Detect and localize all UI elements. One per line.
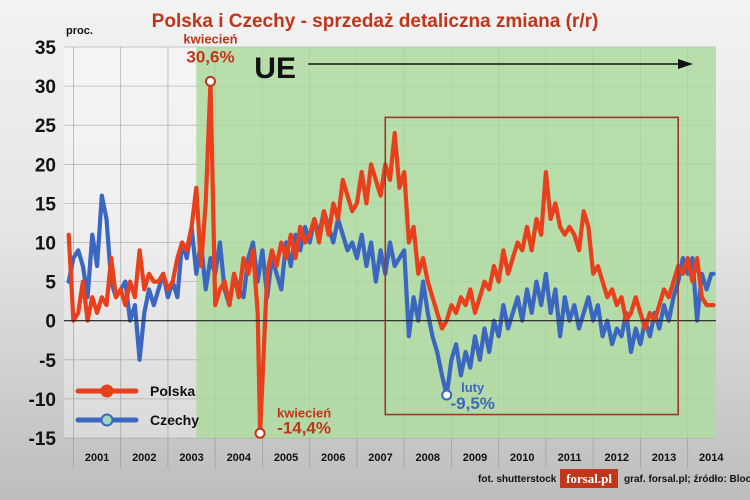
series-line-polska (66, 79, 716, 436)
legend-label: Czechy (150, 412, 199, 428)
legend-swatch-marker (100, 384, 114, 398)
x-tick-label: 2006 (321, 452, 345, 464)
y-tick-label: 5 (45, 273, 56, 294)
highlight-box (384, 116, 680, 416)
x-tick-label: 2004 (227, 452, 252, 464)
x-tick-label: 2014 (699, 452, 724, 464)
legend-label: Polska (150, 383, 195, 399)
source-credit: graf. forsal.pl; źródło: Bloomberg (624, 474, 750, 485)
y-tick-label: -15 (29, 429, 57, 450)
y-tick-label: -5 (39, 351, 56, 372)
y-tick-label: 25 (35, 116, 57, 137)
y-axis-unit-label: proc. (66, 25, 93, 37)
annotation-marker (254, 427, 266, 439)
annotation-marker (441, 389, 453, 401)
chart-title: Polska i Czechy - sprzedaż detaliczna zm… (152, 11, 599, 32)
x-tick-label: 2002 (132, 452, 156, 464)
x-tick-label: 2001 (85, 452, 109, 464)
x-tick-label: 2008 (416, 452, 440, 464)
y-tick-label: 15 (35, 194, 57, 215)
annotation-value: -14,4% (277, 418, 331, 437)
eu-membership-zone (196, 47, 716, 438)
photo-credit: fot. shutterstock (478, 474, 557, 485)
annotation-value: -9,5% (450, 394, 494, 413)
series-line-czechy (66, 193, 716, 398)
annotation-month: kwiecień (277, 405, 331, 420)
annotation-month: kwiecień (183, 31, 237, 46)
annotation-month: luty (461, 380, 485, 395)
x-tick-label: 2009 (463, 452, 487, 464)
x-tick-label: 2003 (179, 452, 203, 464)
y-tick-label: 20 (35, 155, 56, 176)
legend-swatch-marker (100, 413, 114, 427)
y-tick-label: 30 (35, 77, 56, 98)
annotation-value: 30,6% (186, 47, 234, 66)
y-tick-label: 0 (45, 312, 56, 333)
annotation-marker (204, 75, 216, 87)
y-tick-label: -10 (29, 390, 56, 411)
y-tick-label: 35 (35, 38, 57, 59)
x-tick-label: 2011 (558, 452, 582, 464)
x-tick-label: 2013 (652, 452, 676, 464)
y-tick-label: 10 (35, 234, 56, 255)
x-tick-label: 2010 (510, 452, 534, 464)
forsal-logo: forsal.pl (566, 471, 612, 486)
eu-arrow-head (678, 59, 693, 69)
eu-label: UE (254, 52, 296, 85)
x-tick-label: 2012 (605, 452, 629, 464)
footer: fot. shutterstock forsal.pl graf. forsal… (478, 469, 750, 488)
x-tick-label: 2005 (274, 452, 298, 464)
forsal-logo-box (560, 469, 618, 488)
x-tick-label: 2007 (368, 452, 392, 464)
